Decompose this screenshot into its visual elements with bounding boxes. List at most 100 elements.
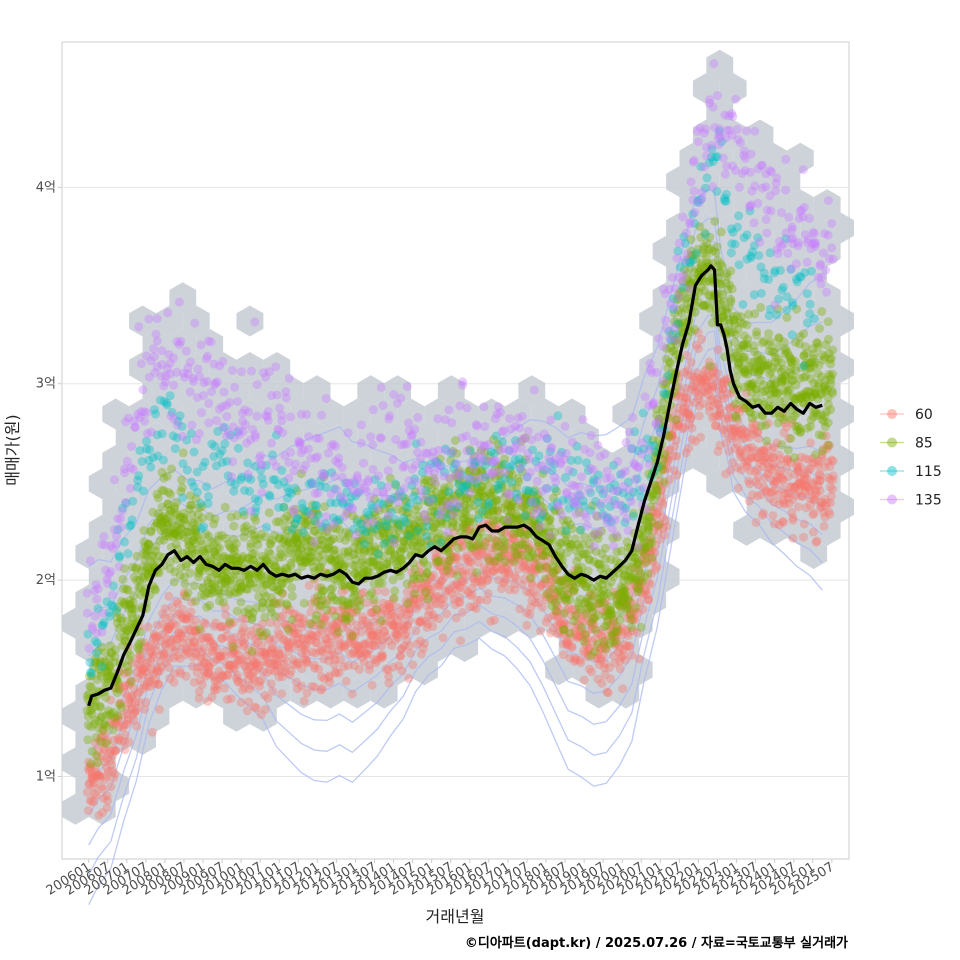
point-60 <box>139 680 149 690</box>
point-60 <box>174 628 184 638</box>
point-60 <box>465 556 475 566</box>
point-60 <box>283 641 292 651</box>
point-60 <box>712 368 722 378</box>
hexbin-cell <box>169 468 197 500</box>
point-60 <box>103 767 113 777</box>
hexbin-cell <box>719 119 747 151</box>
point-60 <box>272 660 282 670</box>
hexbin-cell <box>800 259 828 290</box>
hexbin-cell <box>773 212 801 244</box>
point-60 <box>165 638 175 648</box>
point-60 <box>169 669 179 679</box>
point-60 <box>779 517 788 527</box>
point-60 <box>94 771 104 781</box>
point-85 <box>716 227 726 237</box>
point-85 <box>660 449 670 459</box>
density-contour <box>88 188 823 568</box>
point-60 <box>92 768 102 778</box>
hexbin-cell <box>786 235 814 267</box>
point-60 <box>672 470 682 480</box>
point-60 <box>203 669 213 679</box>
hexbin-cell <box>209 677 237 709</box>
point-60 <box>189 677 199 687</box>
point-85 <box>189 581 199 591</box>
point-60 <box>229 659 239 669</box>
point-60 <box>634 654 644 664</box>
point-60 <box>93 770 103 780</box>
point-60 <box>154 704 164 714</box>
point-85 <box>126 677 136 687</box>
hexbin-cell <box>491 468 519 500</box>
point-60 <box>129 684 139 694</box>
point-60 <box>280 663 290 672</box>
point-60 <box>139 655 149 665</box>
point-60 <box>171 620 181 630</box>
hexbin-cell <box>679 142 707 174</box>
point-60 <box>264 658 274 667</box>
point-60 <box>606 674 616 684</box>
point-60 <box>124 714 134 724</box>
point-60 <box>148 650 158 660</box>
point-60 <box>686 357 696 367</box>
hexbin-cell <box>558 538 586 569</box>
point-60 <box>114 735 124 745</box>
point-85 <box>423 561 433 571</box>
point-60 <box>483 588 493 598</box>
point-60 <box>240 633 250 643</box>
point-60 <box>244 697 254 707</box>
hexbin-cell <box>303 607 331 639</box>
point-60 <box>231 673 241 683</box>
point-85 <box>330 611 340 621</box>
point-60 <box>236 697 246 707</box>
point-85 <box>214 543 224 553</box>
point-115 <box>290 483 300 493</box>
point-60 <box>129 715 139 725</box>
density-contour <box>88 217 823 617</box>
point-60 <box>234 677 243 687</box>
point-60 <box>142 658 152 668</box>
point-85 <box>348 631 357 641</box>
point-60 <box>84 764 94 773</box>
hexbin-cell <box>666 166 693 197</box>
point-115 <box>229 486 239 496</box>
scatter-points <box>82 59 838 820</box>
hexbin-cell <box>505 584 532 616</box>
point-60 <box>87 770 97 780</box>
point-85 <box>83 735 93 745</box>
point-60 <box>660 530 669 540</box>
point-60 <box>249 658 259 668</box>
point-60 <box>248 667 258 677</box>
point-60 <box>191 628 201 637</box>
point-60 <box>252 658 261 668</box>
hexbin-cell <box>706 282 734 314</box>
density-contour <box>88 346 823 846</box>
point-60 <box>278 611 288 621</box>
hexbin-cell <box>518 561 546 593</box>
point-85 <box>231 539 241 549</box>
hexbin-cell <box>598 561 626 593</box>
point-60 <box>190 642 200 652</box>
point-85 <box>632 560 642 570</box>
point-60 <box>135 650 145 660</box>
hexbin-cell <box>451 445 479 476</box>
point-60 <box>93 745 103 755</box>
point-60 <box>197 647 207 657</box>
point-60 <box>587 667 596 677</box>
point-60 <box>173 610 182 620</box>
point-60 <box>220 603 230 612</box>
hexbin-cell <box>531 584 559 616</box>
point-85 <box>220 502 230 512</box>
hexbin-cell <box>236 305 264 337</box>
point-60 <box>142 681 152 691</box>
point-60 <box>274 649 284 659</box>
point-60 <box>119 668 129 678</box>
point-60 <box>397 666 407 676</box>
point-60 <box>153 631 163 641</box>
point-60 <box>264 635 274 645</box>
point-60 <box>135 654 145 664</box>
point-60 <box>195 675 205 685</box>
point-60 <box>209 671 219 681</box>
point-115 <box>265 491 275 501</box>
point-60 <box>150 632 160 642</box>
hexbin-cell <box>276 375 304 407</box>
